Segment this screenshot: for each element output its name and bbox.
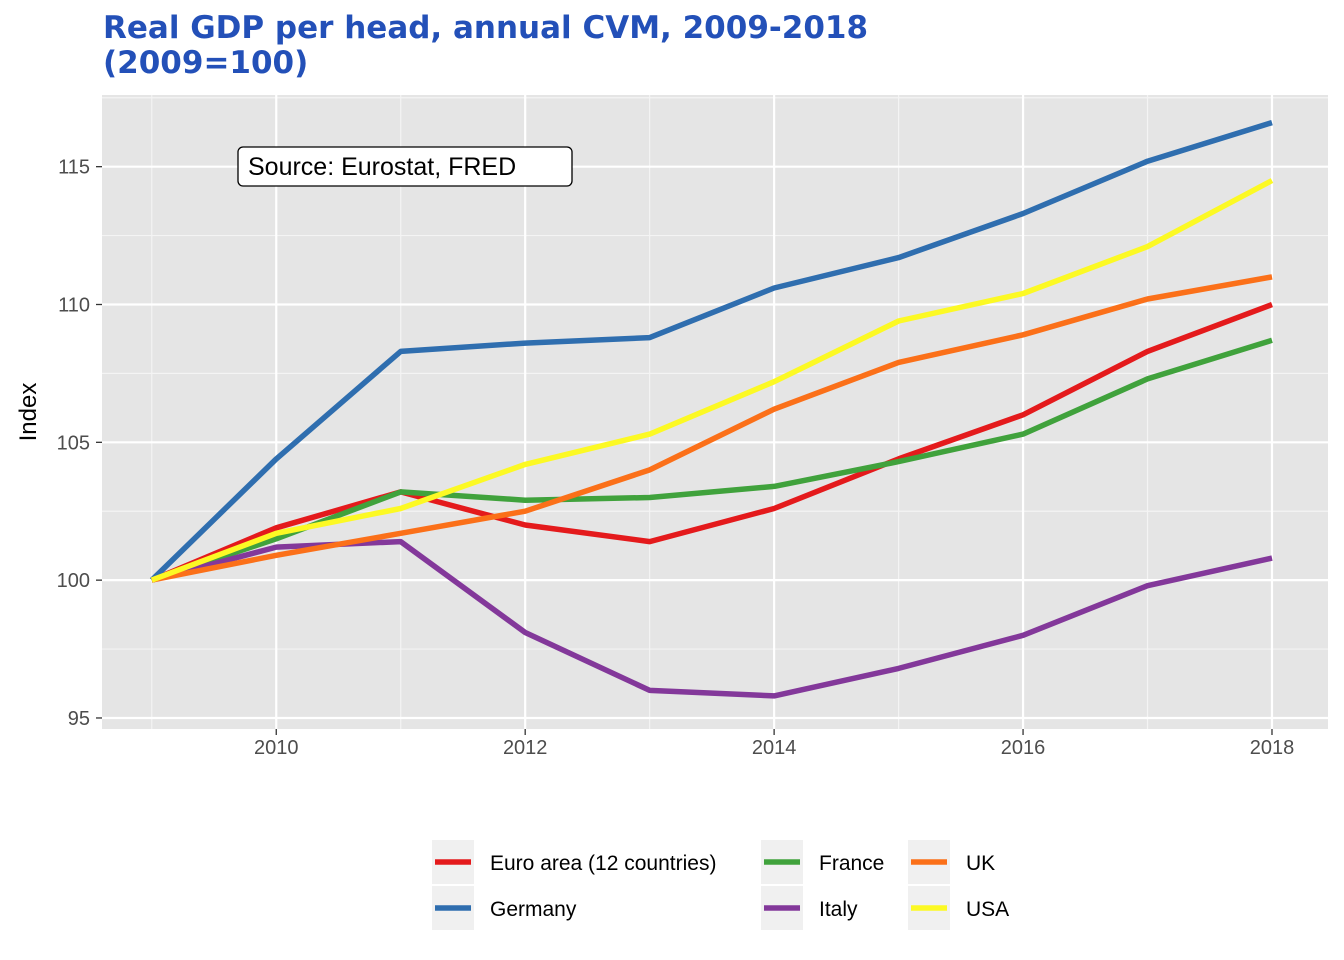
x-tick-label: 2012 (503, 737, 548, 759)
x-tick-label: 2018 (1250, 737, 1295, 759)
y-axis-title: Index (15, 383, 42, 442)
legend-label: France (819, 852, 884, 875)
x-tick-label: 2010 (254, 737, 299, 759)
legend-item: USA (908, 886, 1009, 930)
series-line-euro-area-12-countries (150, 301, 1273, 583)
series-line-germany (149, 119, 1273, 583)
chart-title: Real GDP per head, annual CVM, 2009-2018 (103, 10, 868, 46)
legend-label: UK (966, 852, 995, 875)
legend: Euro area (12 countries) Germany France Ita… (432, 840, 1009, 930)
minor-gridlines (102, 95, 1328, 729)
plot-panel (102, 95, 1328, 729)
y-tick-label: 100 (57, 570, 90, 592)
source-annotation: Source: Eurostat, FRED (237, 146, 573, 187)
y-tick-label: 95 (68, 708, 90, 730)
series-line-usa (150, 178, 1274, 583)
x-axis: 2010 2012 2014 2016 2018 (254, 729, 1294, 759)
y-tick-label: 115 (58, 157, 90, 179)
y-tick-label: 110 (58, 294, 90, 316)
legend-label: USA (966, 898, 1009, 921)
legend-label: Euro area (12 countries) (490, 852, 716, 875)
x-tick-label: 2016 (1001, 737, 1046, 759)
series-lines (149, 119, 1274, 699)
chart-subtitle: (2009=100) (103, 45, 308, 81)
annotation-text: Source: Eurostat, FRED (248, 153, 516, 181)
series-line-uk (151, 274, 1273, 583)
legend-item: Italy (761, 886, 858, 930)
series-line-france (150, 337, 1273, 583)
legend-item: Germany (432, 886, 577, 930)
y-tick-label: 105 (57, 432, 90, 454)
x-tick-label: 2014 (752, 737, 797, 759)
legend-label: Germany (490, 898, 577, 921)
legend-item: UK (908, 840, 995, 884)
legend-item: Euro area (12 countries) (432, 840, 716, 884)
legend-item: France (761, 840, 884, 884)
legend-label: Italy (819, 898, 858, 921)
y-axis: 95 100 105 110 115 (57, 157, 102, 730)
annotation-box (237, 146, 573, 187)
